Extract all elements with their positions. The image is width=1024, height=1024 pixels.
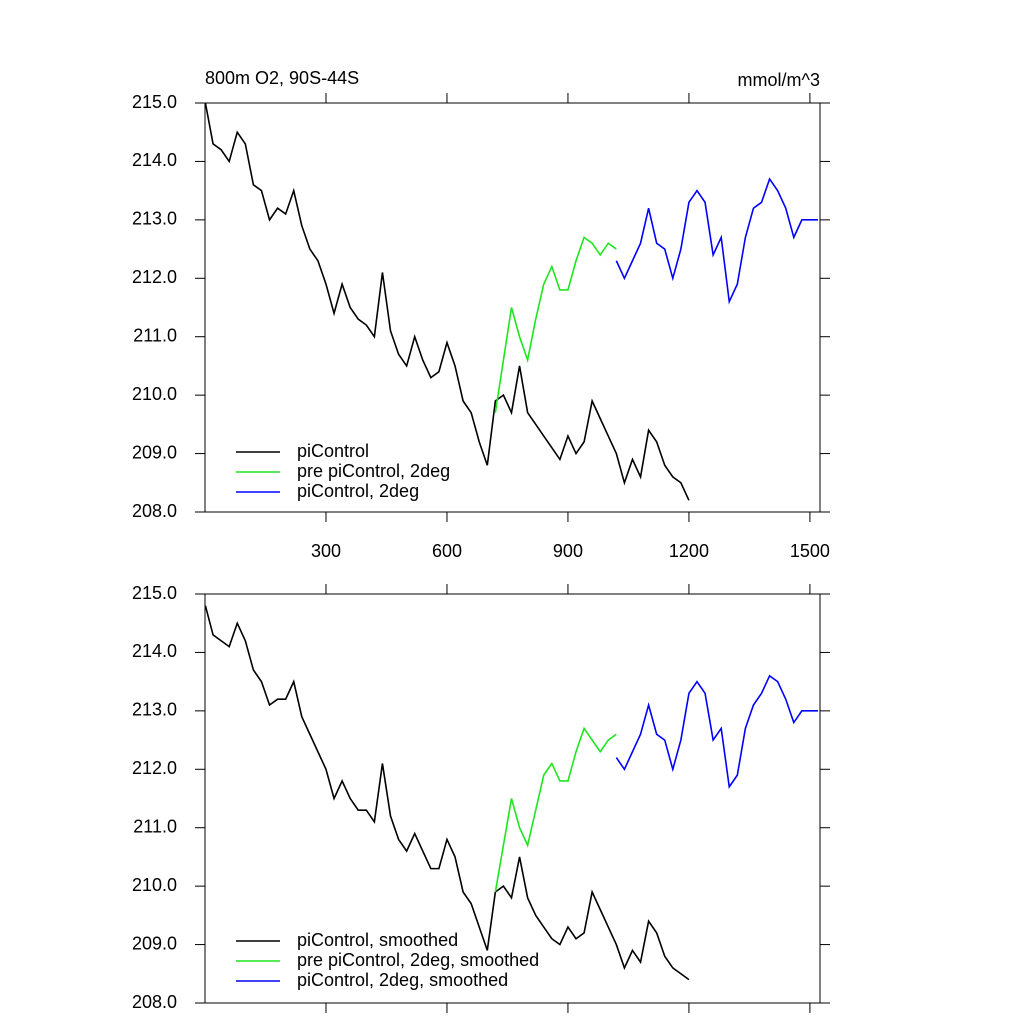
legend-label: piControl, smoothed xyxy=(297,930,458,950)
y-tick-label: 210.0 xyxy=(132,875,177,895)
y-tick-label: 209.0 xyxy=(132,442,177,462)
data-line xyxy=(494,236,617,413)
y-tick-label: 211.0 xyxy=(133,816,177,836)
y-tick-label: 209.0 xyxy=(132,933,177,953)
y-tick-label: 213.0 xyxy=(132,700,177,720)
x-tick-label: 300 xyxy=(311,541,341,561)
units-label: mmol/m^3 xyxy=(738,70,820,90)
legend-label: piControl, 2deg xyxy=(297,481,419,501)
x-tick-label: 900 xyxy=(553,541,583,561)
chart-title: 800m O2, 90S-44S xyxy=(205,68,359,88)
y-tick-label: 210.0 xyxy=(132,384,177,404)
y-tick-label: 213.0 xyxy=(132,209,177,229)
legend-label: piControl xyxy=(297,441,369,461)
data-line xyxy=(615,674,818,789)
plot-frame xyxy=(204,102,821,513)
y-tick-label: 212.0 xyxy=(132,758,177,778)
x-tick-label: 600 xyxy=(432,541,462,561)
x-tick-label: 1500 xyxy=(790,541,830,561)
y-tick-label: 208.0 xyxy=(132,992,177,1012)
data-line xyxy=(204,102,690,501)
legend-label: piControl, 2deg, smoothed xyxy=(297,970,508,990)
data-line xyxy=(615,177,818,305)
legend-label: pre piControl, 2deg, smoothed xyxy=(297,950,539,970)
y-tick-label: 215.0 xyxy=(132,583,177,603)
y-tick-label: 208.0 xyxy=(132,501,177,521)
y-tick-label: 212.0 xyxy=(132,267,177,287)
y-tick-label: 211.0 xyxy=(133,325,177,345)
y-tick-label: 214.0 xyxy=(132,150,177,170)
plot-frame xyxy=(204,593,821,1004)
y-tick-label: 214.0 xyxy=(132,641,177,661)
y-tick-label: 215.0 xyxy=(132,92,177,112)
x-tick-label: 1200 xyxy=(669,541,709,561)
legend-label: pre piControl, 2deg xyxy=(297,461,450,481)
data-line xyxy=(204,605,690,981)
data-line xyxy=(494,726,617,893)
